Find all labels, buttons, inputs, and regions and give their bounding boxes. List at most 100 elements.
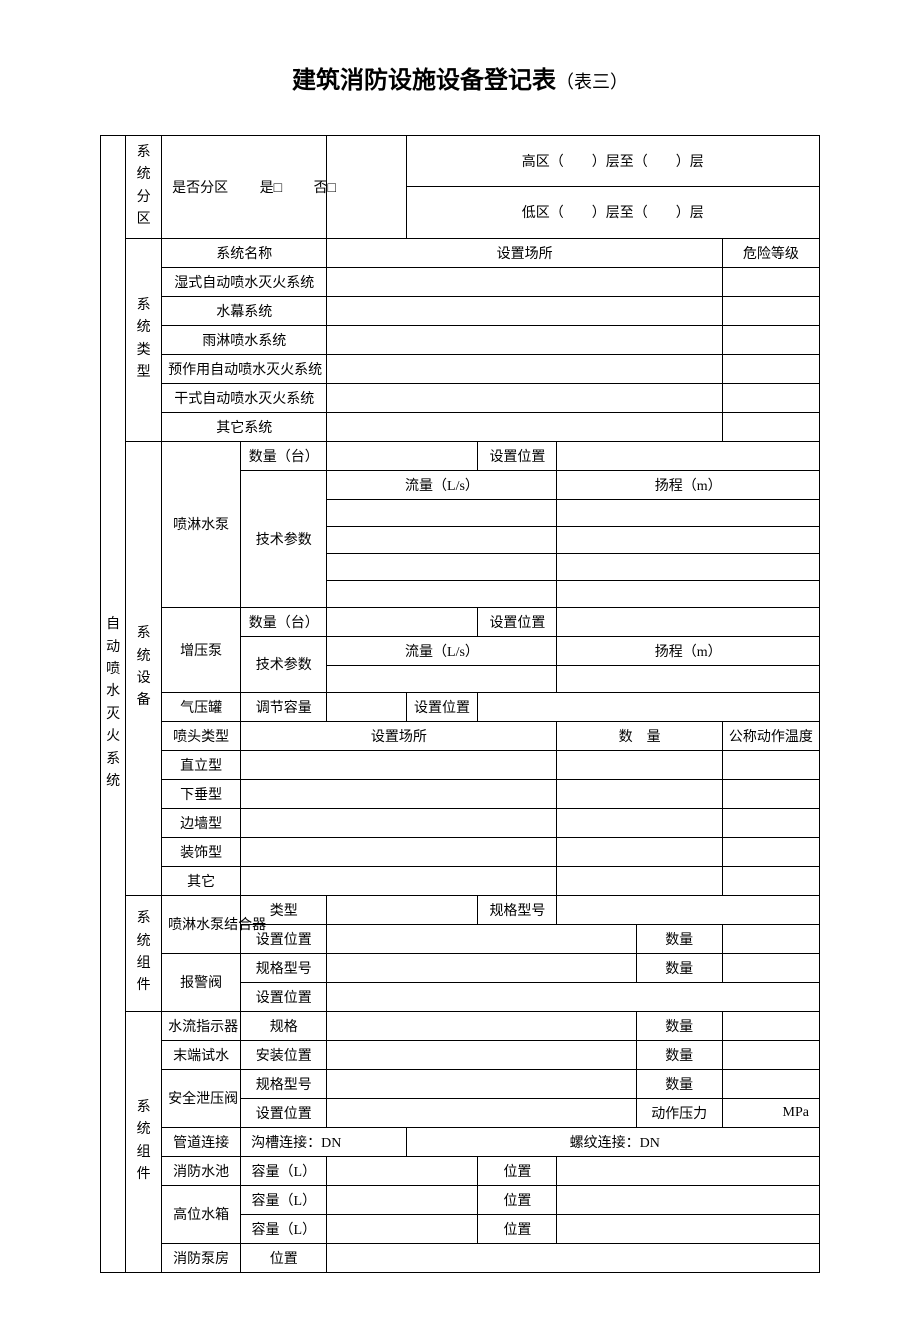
pos-label: 位置 <box>478 1214 557 1243</box>
cell <box>722 1040 819 1069</box>
zone-yes: 是□ <box>260 181 282 196</box>
cell <box>327 354 722 383</box>
cell <box>557 1156 820 1185</box>
spec-label: 规格 <box>241 1011 327 1040</box>
cap-label: 容量（L） <box>241 1156 327 1185</box>
high-tank: 高位水箱 <box>162 1185 241 1243</box>
cell <box>327 1243 820 1272</box>
cell <box>557 895 820 924</box>
cell <box>557 837 722 866</box>
zone-no: 否□ <box>314 181 336 196</box>
tech-param: 技术参数 <box>241 636 327 692</box>
cell <box>327 1011 636 1040</box>
cell <box>327 296 722 325</box>
cell <box>241 866 557 895</box>
cell <box>327 1185 478 1214</box>
cell <box>327 553 557 580</box>
qty-label: 数量 <box>636 953 722 982</box>
cell <box>327 499 557 526</box>
cell <box>722 296 819 325</box>
nozzle-sidewall: 边墙型 <box>162 808 241 837</box>
type-deluge: 雨淋喷水系统 <box>162 325 327 354</box>
adj-cap: 调节容量 <box>241 692 327 721</box>
cell <box>327 895 478 924</box>
pos-label: 位置 <box>241 1243 327 1272</box>
act-press-label: 动作压力 <box>636 1098 722 1127</box>
cell <box>557 750 722 779</box>
booster-pump: 增压泵 <box>162 607 241 692</box>
pos-label: 设置位置 <box>478 441 557 470</box>
section-type: 系统类型 <box>126 238 162 441</box>
zone-q-label: 是否分区 <box>172 181 228 196</box>
qty-label: 数量 <box>636 924 722 953</box>
cell <box>722 779 819 808</box>
cell <box>327 1098 636 1127</box>
cell <box>241 750 557 779</box>
sys-name-header: 系统名称 <box>162 238 327 267</box>
spec-model-label: 规格型号 <box>478 895 557 924</box>
pos-label: 位置 <box>478 1156 557 1185</box>
section-components-2: 系统组件 <box>126 1011 162 1272</box>
cell <box>327 441 478 470</box>
cell <box>722 383 819 412</box>
cell <box>722 354 819 383</box>
spec-model-label: 规格型号 <box>241 1069 327 1098</box>
cell <box>557 499 820 526</box>
nozzle-pendent: 下垂型 <box>162 779 241 808</box>
pos-label: 位置 <box>478 1185 557 1214</box>
type-preaction: 预作用自动喷水灭火系统 <box>162 354 327 383</box>
cell <box>327 953 636 982</box>
nominal-temp: 公称动作温度 <box>722 721 819 750</box>
page-title-sub: （表三） <box>556 72 628 92</box>
type-curtain: 水幕系统 <box>162 296 327 325</box>
type-other: 其它系统 <box>162 412 327 441</box>
cell <box>241 808 557 837</box>
setpos-label: 设置位置 <box>241 982 327 1011</box>
place-header: 设置场所 <box>241 721 557 750</box>
cell <box>722 750 819 779</box>
cell <box>722 924 819 953</box>
spec-model-label: 规格型号 <box>241 953 327 982</box>
cell <box>327 412 722 441</box>
flow-label: 流量（L/s） <box>327 636 557 665</box>
cell <box>327 924 636 953</box>
type-dry: 干式自动喷水灭火系统 <box>162 383 327 412</box>
side-label-main: 自动喷水灭火系统 <box>101 136 126 1273</box>
spray-pump: 喷淋水泵 <box>162 441 241 607</box>
risk-header: 危险等级 <box>722 238 819 267</box>
qty-label: 数量 <box>636 1040 722 1069</box>
cell <box>241 837 557 866</box>
cell <box>478 692 820 721</box>
cell <box>722 1069 819 1098</box>
cell <box>557 779 722 808</box>
groove-conn: 沟槽连接：DN <box>241 1127 406 1156</box>
cap-label: 容量（L） <box>241 1214 327 1243</box>
nozzle-type-header: 喷头类型 <box>162 721 241 750</box>
nozzle-upright: 直立型 <box>162 750 241 779</box>
cell <box>557 607 820 636</box>
pos-label: 设置位置 <box>478 607 557 636</box>
registration-table: 自动喷水灭火系统 系统分区 是否分区 是□ 否□ 高区（ ）层至（ ）层 低区（… <box>100 135 820 1273</box>
setpos-label: 设置位置 <box>241 1098 327 1127</box>
cell <box>327 580 557 607</box>
cell <box>327 607 478 636</box>
section-zone: 系统分区 <box>126 136 162 239</box>
cell <box>327 267 722 296</box>
pump-room: 消防泵房 <box>162 1243 241 1272</box>
thread-conn: 螺纹连接：DN <box>406 1127 819 1156</box>
flow-indicator: 水流指示器 <box>162 1011 241 1040</box>
section-components-1: 系统组件 <box>126 895 162 1011</box>
cell <box>557 1185 820 1214</box>
cell <box>722 953 819 982</box>
place-header: 设置场所 <box>327 238 722 267</box>
cell <box>241 779 557 808</box>
cell <box>557 665 820 692</box>
cell <box>557 808 722 837</box>
qty-label: 数量 <box>636 1011 722 1040</box>
cell <box>327 982 820 1011</box>
cell <box>327 1069 636 1098</box>
cell <box>327 1214 478 1243</box>
lo-zone: 低区（ ）层至（ ）层 <box>406 187 819 238</box>
cell <box>722 267 819 296</box>
section-devices: 系统设备 <box>126 441 162 895</box>
